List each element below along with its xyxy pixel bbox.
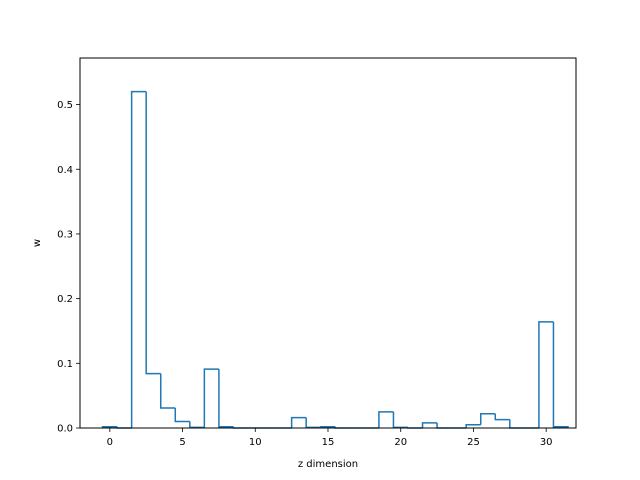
x-axis-ticks: 0 5 10 15 20 25 30 (107, 428, 553, 448)
y-tick-label: 0.0 (57, 424, 73, 435)
y-axis-ticks: 0.0 0.1 0.2 0.3 0.4 0.5 (57, 100, 80, 435)
histogram-bin (203, 368, 219, 428)
y-axis-label: w (32, 239, 43, 247)
x-tick-label: 25 (467, 437, 480, 448)
y-tick-label: 0.1 (57, 359, 73, 370)
histogram-bin (494, 413, 510, 421)
histogram-bin (538, 321, 554, 428)
histogram-bin (479, 413, 496, 425)
histogram-bin (290, 416, 307, 428)
histogram-bin (218, 369, 234, 428)
y-tick-label: 0.2 (57, 294, 73, 305)
x-axis-label: z dimension (298, 459, 358, 470)
histogram-bin (392, 411, 408, 429)
histogram-bin (174, 407, 190, 423)
histogram-bin (421, 422, 438, 428)
histogram-bin (319, 425, 336, 428)
x-tick-label: 5 (179, 437, 185, 448)
histogram-bin (552, 321, 569, 428)
x-tick-label: 0 (107, 437, 113, 448)
y-tick-label: 0.4 (57, 165, 73, 176)
y-tick-label: 0.3 (57, 229, 73, 240)
histogram-bin (189, 421, 205, 429)
histogram-bin (465, 424, 481, 428)
x-tick-label: 10 (249, 437, 262, 448)
histogram-bin (159, 373, 176, 409)
y-tick-label: 0.5 (57, 100, 73, 111)
histogram-bin (130, 90, 147, 428)
x-tick-label: 15 (322, 437, 335, 448)
histogram-bin (378, 411, 394, 428)
x-tick-label: 30 (540, 437, 553, 448)
histogram-bin (145, 91, 161, 375)
x-tick-label: 20 (394, 437, 407, 448)
histogram-bin (305, 417, 321, 429)
